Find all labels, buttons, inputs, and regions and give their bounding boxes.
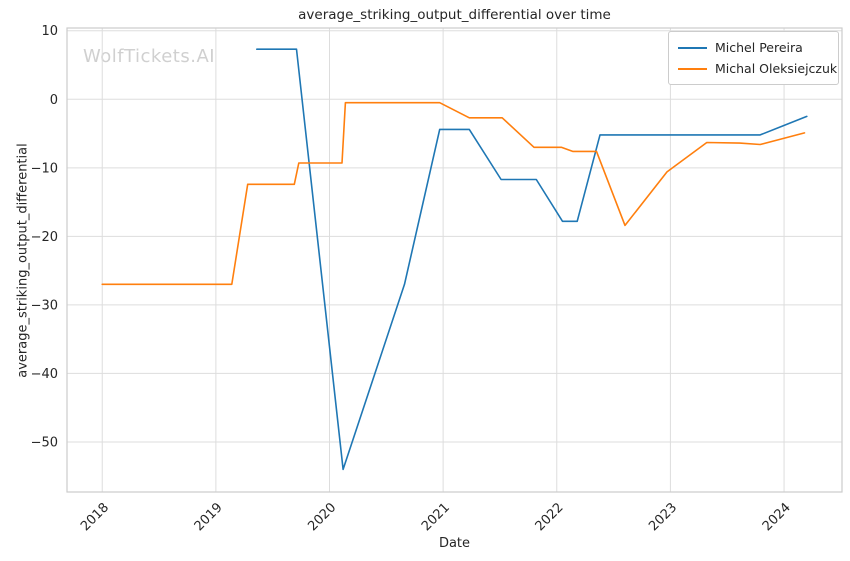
axes-frame [66,27,843,493]
x-axis-tick-labels: 2018 2019 2020 2021 2022 2023 2024 [78,500,794,534]
y-axis-title: average_striking_output_differential [15,143,31,378]
legend-label: Michal Oleksiejczuk [715,61,838,76]
legend-box: Michel Pereira Michal Oleksiejczuk [668,31,839,85]
svg-text:0: 0 [50,93,58,108]
svg-text:2020: 2020 [305,500,339,534]
svg-text:2024: 2024 [760,500,794,534]
svg-text:2021: 2021 [419,500,453,534]
svg-text:−10: −10 [31,161,58,176]
y-axis-tick-labels: 10 0 −10 −20 −30 −40 −50 [31,24,58,450]
x-axis-title: Date [438,536,471,551]
grid-lines [67,28,842,492]
svg-text:2019: 2019 [192,500,226,534]
legend-line-sample-orange [678,67,707,70]
svg-text:2018: 2018 [78,500,112,534]
svg-text:−30: −30 [31,298,58,313]
legend-item-michel-pereira: Michel Pereira [678,37,829,58]
legend-line-sample-blue [678,46,707,49]
watermark-text: WolfTickets.AI [83,46,216,67]
svg-text:2022: 2022 [533,500,567,534]
svg-text:−20: −20 [31,230,58,245]
svg-text:10: 10 [41,24,58,39]
svg-text:−50: −50 [31,435,58,450]
svg-text:2023: 2023 [646,500,680,534]
legend-item-michal-oleksiejczuk: Michal Oleksiejczuk [678,58,837,79]
svg-text:−40: −40 [31,367,58,382]
data-series-lines [101,48,808,471]
legend-label: Michel Pereira [715,40,803,55]
chart-title: average_striking_output_differential ove… [298,7,611,23]
